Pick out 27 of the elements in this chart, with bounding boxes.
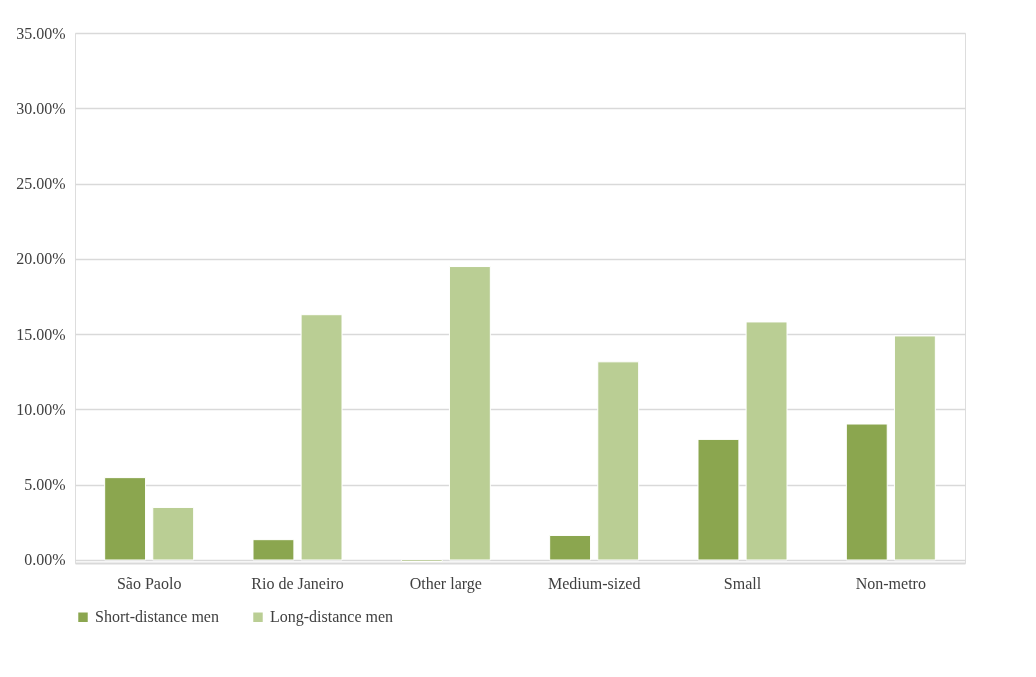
y-tick-label: 35.00% (16, 24, 66, 42)
y-tick-label: 20.00% (16, 250, 66, 268)
bar (745, 321, 788, 561)
bar (152, 506, 195, 561)
bar (104, 477, 147, 561)
bar (252, 539, 295, 561)
y-tick-label: 0.00% (24, 551, 66, 569)
x-tick-label: São Paolo (116, 574, 182, 592)
bar (448, 266, 491, 561)
bar (549, 534, 592, 561)
bar (597, 361, 640, 561)
y-tick-label: 5.00% (24, 476, 66, 494)
bar (300, 314, 343, 561)
x-tick-label: Other large (409, 574, 482, 593)
y-tick-label: 10.00% (16, 400, 66, 418)
y-tick-label: 25.00% (16, 175, 66, 193)
legend-label: Long-distance men (270, 608, 394, 627)
bar (697, 438, 740, 561)
legend-label: Short-distance men (95, 608, 219, 626)
x-tick-label: Rio de Janeiro (251, 574, 344, 592)
y-tick-label: 15.00% (16, 325, 66, 343)
bar (845, 423, 888, 561)
x-tick-label: Medium-sized (547, 574, 641, 592)
y-tick-label: 30.00% (16, 99, 66, 117)
x-tick-label: Non-metro (855, 574, 926, 592)
bar (893, 335, 936, 561)
x-tick-label: Small (723, 574, 762, 592)
